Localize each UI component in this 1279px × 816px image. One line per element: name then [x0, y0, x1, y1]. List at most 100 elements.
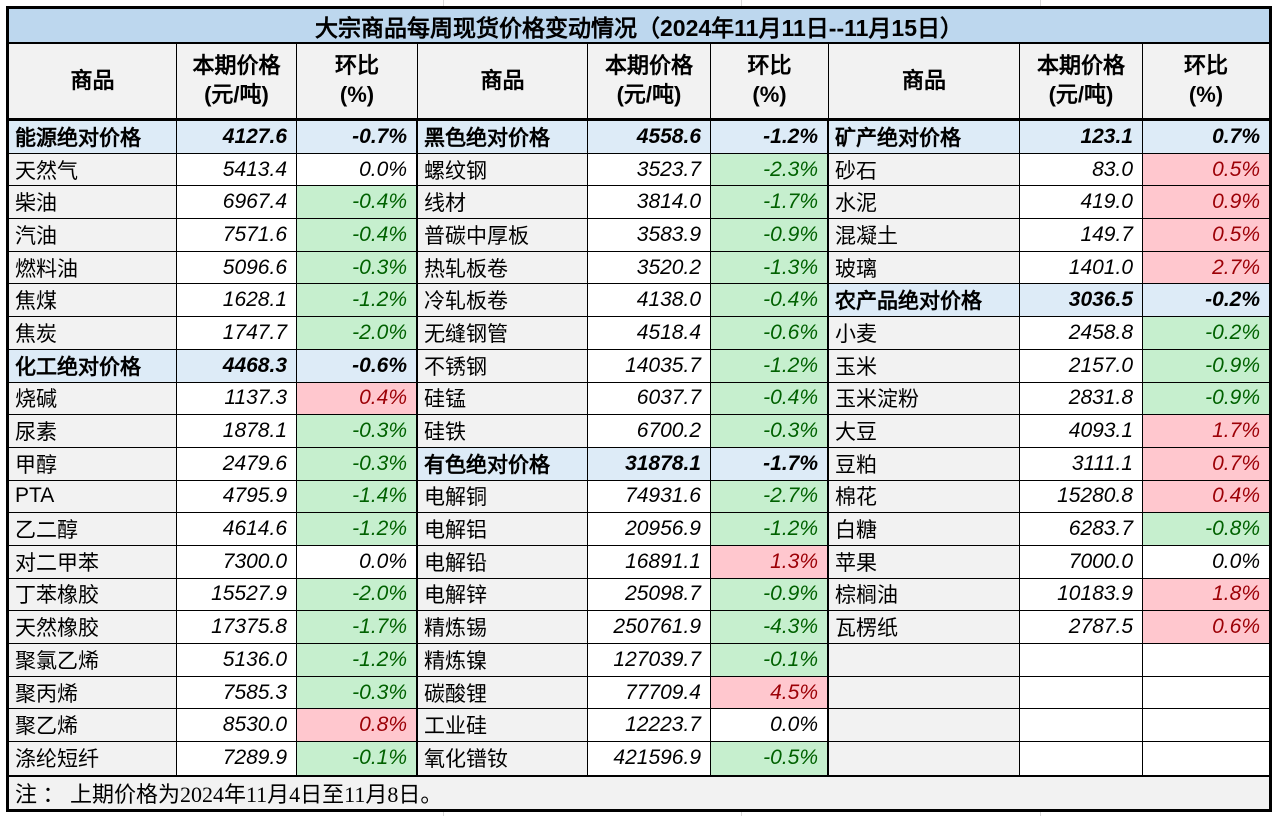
- commodity-cell[interactable]: 白糖: [829, 513, 1020, 546]
- price-cell[interactable]: 1628.1: [177, 284, 297, 318]
- commodity-cell[interactable]: 甲醇: [9, 447, 177, 481]
- commodity-cell[interactable]: 硅铁: [418, 415, 588, 448]
- change-cell[interactable]: [1143, 644, 1269, 677]
- change-cell[interactable]: -4.3%: [711, 611, 829, 644]
- change-cell[interactable]: -2.3%: [711, 153, 829, 187]
- price-cell[interactable]: 25098.7: [588, 578, 711, 612]
- change-cell[interactable]: -1.2%: [297, 644, 418, 677]
- price-cell[interactable]: 4468.3: [177, 349, 297, 383]
- price-cell[interactable]: 6283.7: [1020, 513, 1143, 546]
- change-cell[interactable]: -1.2%: [297, 284, 418, 318]
- change-cell[interactable]: [1143, 676, 1269, 710]
- price-cell[interactable]: 15527.9: [177, 578, 297, 612]
- commodity-cell[interactable]: 电解锌: [418, 578, 588, 612]
- commodity-cell[interactable]: 聚乙烯: [9, 709, 177, 743]
- price-cell[interactable]: 15280.8: [1020, 480, 1143, 514]
- commodity-cell[interactable]: 热轧板卷: [418, 251, 588, 285]
- commodity-cell[interactable]: 尿素: [9, 415, 177, 448]
- change-cell[interactable]: -2.0%: [297, 317, 418, 350]
- commodity-cell[interactable]: 涤纶短纤: [9, 742, 177, 775]
- commodity-cell[interactable]: 无缝钢管: [418, 317, 588, 350]
- price-cell[interactable]: 14035.7: [588, 349, 711, 383]
- commodity-cell[interactable]: 电解铜: [418, 480, 588, 514]
- commodity-cell[interactable]: 混凝土: [829, 219, 1020, 252]
- change-cell[interactable]: -2.7%: [711, 480, 829, 514]
- commodity-cell[interactable]: 乙二醇: [9, 513, 177, 546]
- commodity-cell[interactable]: 玻璃: [829, 251, 1020, 285]
- commodity-cell[interactable]: 农产品绝对价格: [829, 284, 1020, 318]
- change-cell[interactable]: -0.3%: [297, 676, 418, 710]
- commodity-cell[interactable]: 对二甲苯: [9, 545, 177, 579]
- price-cell[interactable]: 2831.8: [1020, 382, 1143, 416]
- commodity-cell[interactable]: 丁苯橡胶: [9, 578, 177, 612]
- price-cell[interactable]: 20956.9: [588, 513, 711, 546]
- price-cell[interactable]: 74931.6: [588, 480, 711, 514]
- price-cell[interactable]: 419.0: [1020, 186, 1143, 220]
- price-cell[interactable]: 5413.4: [177, 153, 297, 187]
- commodity-cell[interactable]: 玉米: [829, 349, 1020, 383]
- commodity-cell[interactable]: 豆粕: [829, 447, 1020, 481]
- price-cell[interactable]: 6967.4: [177, 186, 297, 220]
- change-cell[interactable]: -2.0%: [297, 578, 418, 612]
- change-cell[interactable]: -0.9%: [1143, 349, 1269, 383]
- change-cell[interactable]: 0.5%: [1143, 219, 1269, 252]
- commodity-cell[interactable]: 水泥: [829, 186, 1020, 220]
- header-price-2[interactable]: 本期价格 (元/吨): [588, 44, 711, 119]
- change-cell[interactable]: [1143, 709, 1269, 743]
- change-cell[interactable]: -0.6%: [297, 349, 418, 383]
- price-cell[interactable]: [1020, 709, 1143, 743]
- change-cell[interactable]: -0.3%: [297, 415, 418, 448]
- header-price-1[interactable]: 本期价格 (元/吨): [177, 44, 297, 119]
- price-cell[interactable]: 3814.0: [588, 186, 711, 220]
- commodity-cell[interactable]: 棉花: [829, 480, 1020, 514]
- commodity-cell[interactable]: [829, 644, 1020, 677]
- change-cell[interactable]: -1.2%: [297, 513, 418, 546]
- header-commodity-3[interactable]: 商品: [829, 44, 1020, 119]
- price-cell[interactable]: 7585.3: [177, 676, 297, 710]
- commodity-cell[interactable]: 棕榈油: [829, 578, 1020, 612]
- commodity-cell[interactable]: 聚氯乙烯: [9, 644, 177, 677]
- price-cell[interactable]: 31878.1: [588, 447, 711, 481]
- price-cell[interactable]: 83.0: [1020, 153, 1143, 187]
- header-commodity-1[interactable]: 商品: [9, 44, 177, 119]
- price-cell[interactable]: 1137.3: [177, 382, 297, 416]
- commodity-cell[interactable]: 不锈钢: [418, 349, 588, 383]
- commodity-cell[interactable]: 小麦: [829, 317, 1020, 350]
- change-cell[interactable]: -1.3%: [711, 251, 829, 285]
- change-cell[interactable]: -0.5%: [711, 742, 829, 775]
- commodity-cell[interactable]: 普碳中厚板: [418, 219, 588, 252]
- change-cell[interactable]: -1.2%: [711, 349, 829, 383]
- note-cell[interactable]: 注 ： 上期价格为2024年11月4日至11月8日。: [9, 774, 1269, 809]
- price-cell[interactable]: 4518.4: [588, 317, 711, 350]
- change-cell[interactable]: 0.4%: [297, 382, 418, 416]
- price-cell[interactable]: [1020, 676, 1143, 710]
- commodity-cell[interactable]: 冷轧板卷: [418, 284, 588, 318]
- commodity-cell[interactable]: 焦煤: [9, 284, 177, 318]
- price-cell[interactable]: 3583.9: [588, 219, 711, 252]
- commodity-cell[interactable]: 矿产绝对价格: [829, 121, 1020, 154]
- change-cell[interactable]: 0.0%: [711, 709, 829, 743]
- header-change-1[interactable]: 环比 (%): [297, 44, 418, 119]
- commodity-cell[interactable]: 精炼锡: [418, 611, 588, 644]
- price-cell[interactable]: 6700.2: [588, 415, 711, 448]
- price-cell[interactable]: 149.7: [1020, 219, 1143, 252]
- commodity-cell[interactable]: 电解铝: [418, 513, 588, 546]
- price-cell[interactable]: 5096.6: [177, 251, 297, 285]
- change-cell[interactable]: 0.9%: [1143, 186, 1269, 220]
- price-cell[interactable]: 3520.2: [588, 251, 711, 285]
- change-cell[interactable]: -0.9%: [711, 578, 829, 612]
- change-cell[interactable]: -1.2%: [711, 513, 829, 546]
- change-cell[interactable]: -0.2%: [1143, 317, 1269, 350]
- change-cell[interactable]: [1143, 742, 1269, 775]
- price-cell[interactable]: 1401.0: [1020, 251, 1143, 285]
- price-cell[interactable]: 10183.9: [1020, 578, 1143, 612]
- commodity-cell[interactable]: 焦炭: [9, 317, 177, 350]
- commodity-cell[interactable]: 瓦楞纸: [829, 611, 1020, 644]
- commodity-cell[interactable]: 大豆: [829, 415, 1020, 448]
- change-cell[interactable]: 2.7%: [1143, 251, 1269, 285]
- commodity-cell[interactable]: [829, 742, 1020, 775]
- change-cell[interactable]: -0.9%: [1143, 382, 1269, 416]
- change-cell[interactable]: 0.5%: [1143, 153, 1269, 187]
- price-cell[interactable]: [1020, 644, 1143, 677]
- price-cell[interactable]: 250761.9: [588, 611, 711, 644]
